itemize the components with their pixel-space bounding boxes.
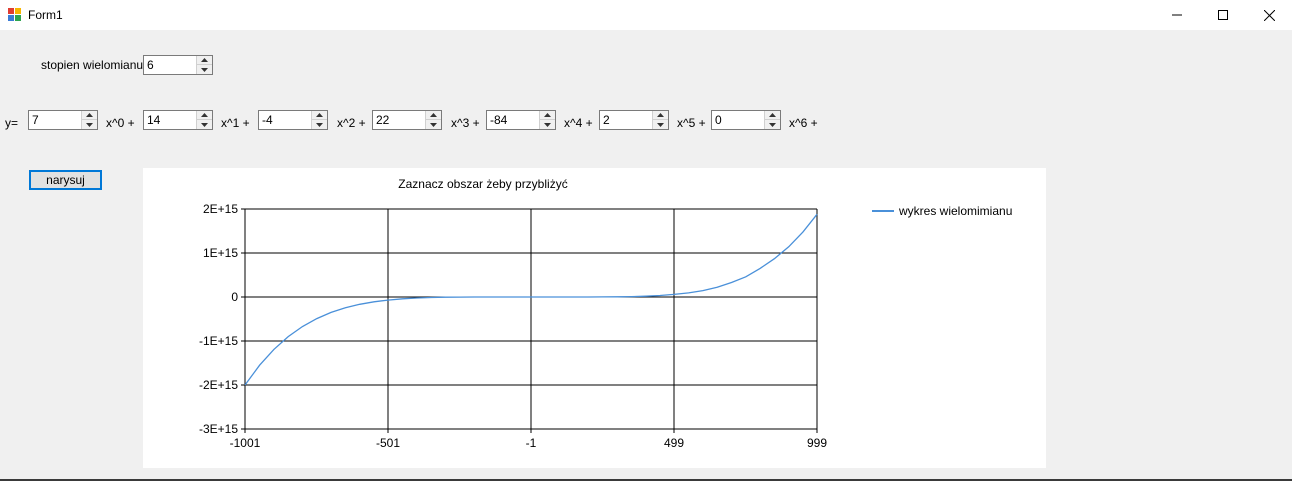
chart-panel[interactable]: Zaznacz obszar żeby przybliżyć -1001 -501… [143, 168, 1046, 468]
degree-value[interactable]: 6 [147, 58, 154, 72]
coefficient-stepper-6[interactable]: 0 [711, 110, 781, 130]
arrow-up-icon [544, 113, 551, 117]
coefficient-value[interactable]: 0 [715, 113, 722, 127]
spin-down-button[interactable] [82, 120, 97, 129]
y-tick-label: -1E+15 [199, 334, 238, 348]
coefficient-value[interactable]: -4 [262, 113, 273, 127]
spin-down-button[interactable] [653, 120, 668, 129]
coefficient-stepper-1[interactable]: 14 [143, 110, 213, 130]
arrow-up-icon [657, 113, 664, 117]
spin-down-button[interactable] [540, 120, 555, 129]
x-tick-label: 499 [664, 436, 684, 450]
arrow-down-icon [316, 122, 323, 127]
spin-down-button[interactable] [197, 65, 212, 74]
polynomial-chart[interactable]: -1001 -501 -1 499 999 2E+15 1E+15 0 -1E+15 -2E+15… [143, 168, 1046, 468]
coefficient-stepper-2[interactable]: -4 [258, 110, 328, 130]
spin-up-button[interactable] [653, 111, 668, 120]
arrow-down-icon [201, 122, 208, 127]
close-button[interactable] [1246, 0, 1292, 30]
legend-label: wykres wielomimianu [898, 204, 1012, 218]
winforms-app-icon [8, 8, 22, 22]
spin-down-button[interactable] [312, 120, 327, 129]
y-tick-label: 0 [231, 290, 238, 304]
coefficient-value[interactable]: 2 [603, 113, 610, 127]
x-tick-label: -501 [376, 436, 400, 450]
spin-up-button[interactable] [82, 111, 97, 120]
term-label: x^1 + [221, 116, 250, 130]
coefficient-value[interactable]: 7 [32, 113, 39, 127]
arrow-up-icon [201, 58, 208, 62]
arrow-up-icon [86, 113, 93, 117]
maximize-button[interactable] [1200, 0, 1246, 30]
minimize-icon [1172, 14, 1182, 16]
draw-button-label: narysuj [46, 173, 85, 187]
x-tick-label: -1 [526, 436, 537, 450]
term-label: x^5 + [677, 116, 706, 130]
title-bar: Form1 [0, 0, 1292, 30]
draw-button[interactable]: narysuj [29, 170, 102, 190]
x-tick-label: 999 [807, 436, 827, 450]
arrow-up-icon [430, 113, 437, 117]
equation-prefix: y= [5, 116, 19, 130]
y-tick-label: -2E+15 [199, 378, 238, 392]
maximize-icon [1218, 10, 1228, 20]
coefficient-stepper-4[interactable]: -84 [486, 110, 556, 130]
arrow-up-icon [201, 113, 208, 117]
degree-stepper[interactable]: 6 [143, 55, 213, 75]
arrow-down-icon [201, 67, 208, 72]
window-bottom-border [0, 479, 1292, 481]
term-label: x^0 + [106, 116, 135, 130]
spin-up-button[interactable] [197, 111, 212, 120]
coefficient-stepper-3[interactable]: 22 [372, 110, 442, 130]
arrow-down-icon [657, 122, 664, 127]
spin-down-button[interactable] [197, 120, 212, 129]
coefficient-stepper-0[interactable]: 7 [28, 110, 98, 130]
spin-down-button[interactable] [765, 120, 780, 129]
coefficient-stepper-5[interactable]: 2 [599, 110, 669, 130]
spin-up-button[interactable] [312, 111, 327, 120]
series-line [244, 213, 818, 386]
term-label: x^4 + [564, 116, 593, 130]
y-tick-label: 2E+15 [203, 202, 238, 216]
arrow-down-icon [544, 122, 551, 127]
arrow-down-icon [769, 122, 776, 127]
degree-label: stopien wielomianu [41, 58, 144, 72]
coefficient-value[interactable]: 14 [147, 113, 161, 127]
minimize-button[interactable] [1154, 0, 1200, 30]
y-tick-label: 1E+15 [203, 246, 238, 260]
term-label: x^3 + [451, 116, 480, 130]
chart-title: Zaznacz obszar żeby przybliżyć [398, 177, 568, 191]
y-tick-label: -3E+15 [199, 422, 238, 436]
coefficient-value[interactable]: -84 [490, 113, 508, 127]
x-tick-label: -1001 [230, 436, 261, 450]
spin-up-button[interactable] [426, 111, 441, 120]
close-icon [1263, 9, 1275, 21]
arrow-up-icon [769, 113, 776, 117]
arrow-up-icon [316, 113, 323, 117]
window-title: Form1 [28, 8, 63, 22]
spin-up-button[interactable] [540, 111, 555, 120]
spin-up-button[interactable] [197, 56, 212, 65]
spin-up-button[interactable] [765, 111, 780, 120]
term-label: x^6 + [789, 116, 818, 130]
coefficient-value[interactable]: 22 [376, 113, 390, 127]
term-label: x^2 + [337, 116, 366, 130]
spin-down-button[interactable] [426, 120, 441, 129]
arrow-down-icon [430, 122, 437, 127]
arrow-down-icon [86, 122, 93, 127]
